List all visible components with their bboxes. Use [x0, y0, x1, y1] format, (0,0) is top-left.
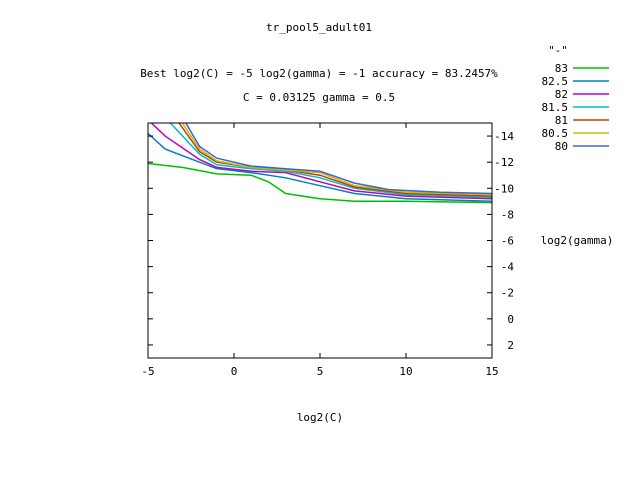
contour-line-81-5 — [169, 123, 492, 199]
y-tick-label: 2 — [507, 339, 514, 352]
contour-line-80-5 — [181, 123, 492, 196]
plot-frame — [147, 122, 493, 359]
y-tick-label: -2 — [501, 287, 514, 300]
x-tick-label: 0 — [231, 365, 238, 378]
contour-line-82-5 — [148, 132, 492, 203]
legend-label: 80.5 — [542, 127, 569, 140]
legend-label: 81 — [555, 114, 568, 127]
contour-line-83 — [148, 162, 492, 204]
y-tick-label: -6 — [501, 235, 514, 248]
x-axis-ticks: -5 0 5 10 15 — [141, 123, 499, 378]
y-tick-label: -14 — [494, 130, 514, 143]
x-tick-label: -5 — [141, 365, 154, 378]
y-tick-label: -4 — [501, 261, 515, 274]
legend-label: 81.5 — [542, 101, 569, 114]
x-tick-label: 5 — [317, 365, 324, 378]
y-axis-label: log2(gamma) — [541, 234, 614, 247]
x-axis-label: log2(C) — [297, 411, 343, 424]
chart-subtitle-params: C = 0.03125 gamma = 0.5 — [243, 91, 395, 104]
y-tick-label: -10 — [494, 182, 514, 195]
chart-subtitle-best: Best log2(C) = -5 log2(gamma) = -1 accur… — [140, 67, 498, 80]
contour-lines — [148, 123, 492, 204]
contour-line-82 — [150, 123, 492, 200]
legend-label: 80 — [555, 140, 568, 153]
y-tick-label: -8 — [501, 208, 514, 221]
legend-label: 82.5 — [542, 75, 569, 88]
x-tick-label: 10 — [399, 365, 412, 378]
y-tick-label: -12 — [494, 156, 514, 169]
y-axis-ticks: -14 -12 -10 -8 -6 -4 -2 0 2 — [148, 130, 514, 352]
legend-label: 83 — [555, 62, 568, 75]
chart-title: tr_pool5_adult01 — [266, 21, 372, 34]
legend-label: 82 — [555, 88, 568, 101]
legend-title: "-" — [548, 44, 568, 57]
x-tick-label: 15 — [485, 365, 498, 378]
contour-line-80 — [185, 123, 492, 195]
y-tick-label: 0 — [507, 313, 514, 326]
